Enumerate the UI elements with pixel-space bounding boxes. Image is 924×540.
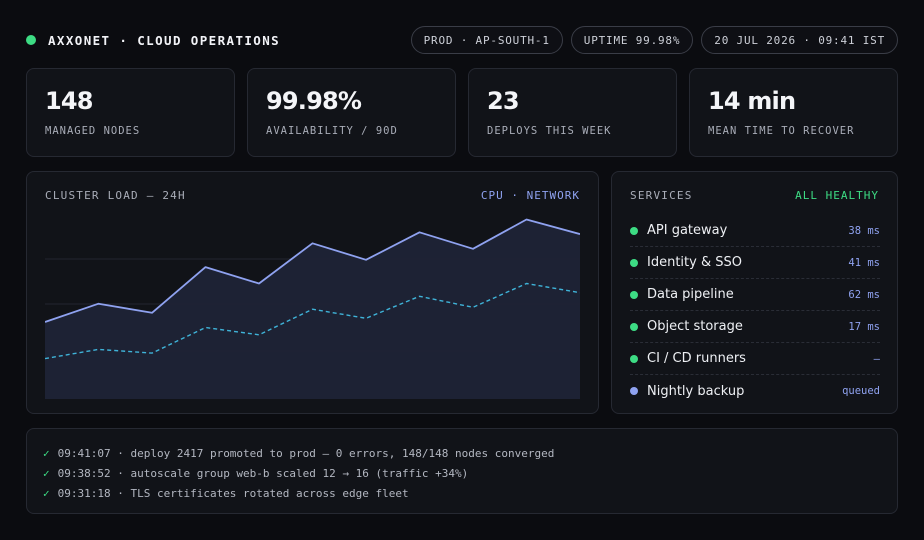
services-title: SERVICES: [630, 189, 693, 202]
service-latency: —: [873, 352, 880, 365]
service-status-dot-icon: [630, 322, 638, 331]
kpi-label: MEAN TIME TO RECOVER: [708, 125, 855, 137]
service-name: Data pipeline: [647, 287, 734, 302]
service-name: Identity & SSO: [647, 255, 742, 270]
service-name: Object storage: [647, 319, 743, 334]
service-name: API gateway: [647, 223, 728, 238]
services-list: API gateway 38 ms Identity & SSO 41 ms D…: [630, 215, 880, 407]
log-entry: ✓ 09:31:18 · TLS certificates rotated ac…: [43, 483, 554, 503]
kpi-value: 14 min: [708, 87, 796, 115]
check-icon: ✓: [43, 466, 50, 480]
log-entry-text: 09:31:18 · TLS certificates rotated acro…: [57, 486, 409, 500]
brand: AXXONET · CLOUD OPERATIONS: [26, 26, 280, 54]
services-status: ALL HEALTHY: [795, 189, 879, 202]
service-name: Nightly backup: [647, 383, 745, 399]
header-pills: PROD · AP-SOUTH-1 UPTIME 99.98% 20 JUL 2…: [410, 26, 898, 54]
kpi-label: MANAGED NODES: [45, 125, 141, 137]
chart-title: CLUSTER LOAD — 24H: [45, 189, 186, 202]
service-row[interactable]: API gateway 38 ms: [630, 215, 880, 247]
kpi-value: 23: [487, 87, 520, 115]
kpi-card-mttr[interactable]: 14 min MEAN TIME TO RECOVER: [689, 68, 898, 157]
service-status-dot-icon: [630, 226, 638, 235]
kpi-value: 148: [45, 87, 93, 115]
chart-line-network: [45, 282, 580, 360]
activity-log: ✓ 09:41:07 · deploy 2417 promoted to pro…: [43, 443, 554, 503]
service-latency: 38 ms: [848, 224, 880, 237]
service-latency: 17 ms: [848, 320, 880, 333]
service-row[interactable]: Identity & SSO 41 ms: [630, 247, 880, 279]
kpi-card-deploys[interactable]: 23 DEPLOYS THIS WEEK: [468, 68, 677, 157]
log-entry: ✓ 09:41:07 · deploy 2417 promoted to pro…: [43, 443, 554, 463]
kpi-value: 99.98%: [266, 87, 362, 115]
cluster-load-panel: CLUSTER LOAD — 24H CPU · NETWORK: [26, 171, 599, 414]
header-bar: AXXONET · CLOUD OPERATIONS PROD · AP-SOU…: [26, 26, 898, 54]
datetime-pill: 20 JUL 2026 · 09:41 IST: [701, 26, 898, 54]
service-status-dot-icon: [630, 290, 638, 299]
log-entry-text: 09:41:07 · deploy 2417 promoted to prod …: [57, 446, 555, 460]
check-icon: ✓: [43, 446, 50, 460]
environment-pill[interactable]: PROD · AP-SOUTH-1: [410, 26, 563, 54]
service-status-dot-icon: [630, 258, 638, 267]
service-latency: 62 ms: [848, 288, 880, 301]
kpi-card-availability[interactable]: 99.98% AVAILABILITY / 90D: [247, 68, 456, 157]
chart-legend[interactable]: CPU · NETWORK: [480, 189, 580, 202]
status-dot-icon: [26, 35, 36, 45]
activity-log-panel: ✓ 09:41:07 · deploy 2417 promoted to pro…: [26, 428, 898, 514]
log-entry: ✓ 09:38:52 · autoscale group web-b scale…: [43, 463, 554, 483]
kpi-label: AVAILABILITY / 90D: [266, 125, 398, 137]
service-row[interactable]: Data pipeline 62 ms: [630, 279, 880, 311]
kpi-card-nodes[interactable]: 148 MANAGED NODES: [26, 68, 235, 157]
service-row[interactable]: CI / CD runners —: [630, 343, 880, 375]
service-latency: queued: [842, 385, 880, 397]
chart-line-cpu: [45, 218, 580, 323]
uptime-pill: UPTIME 99.98%: [570, 26, 694, 54]
service-row[interactable]: Object storage 17 ms: [630, 311, 880, 343]
log-entry-text: 09:38:52 · autoscale group web-b scaled …: [57, 466, 469, 480]
kpi-label: DEPLOYS THIS WEEK: [487, 125, 612, 137]
service-latency: 41 ms: [848, 256, 880, 269]
check-icon: ✓: [43, 486, 50, 500]
service-name: CI / CD runners: [647, 351, 746, 366]
service-row[interactable]: Nightly backup queued: [630, 375, 880, 407]
service-status-dot-icon: [630, 354, 638, 363]
service-status-dot-icon: [630, 387, 638, 395]
cluster-load-chart: [45, 218, 580, 399]
services-panel: SERVICES ALL HEALTHY API gateway 38 ms I…: [611, 171, 898, 414]
app-title: AXXONET · CLOUD OPERATIONS: [48, 32, 281, 48]
